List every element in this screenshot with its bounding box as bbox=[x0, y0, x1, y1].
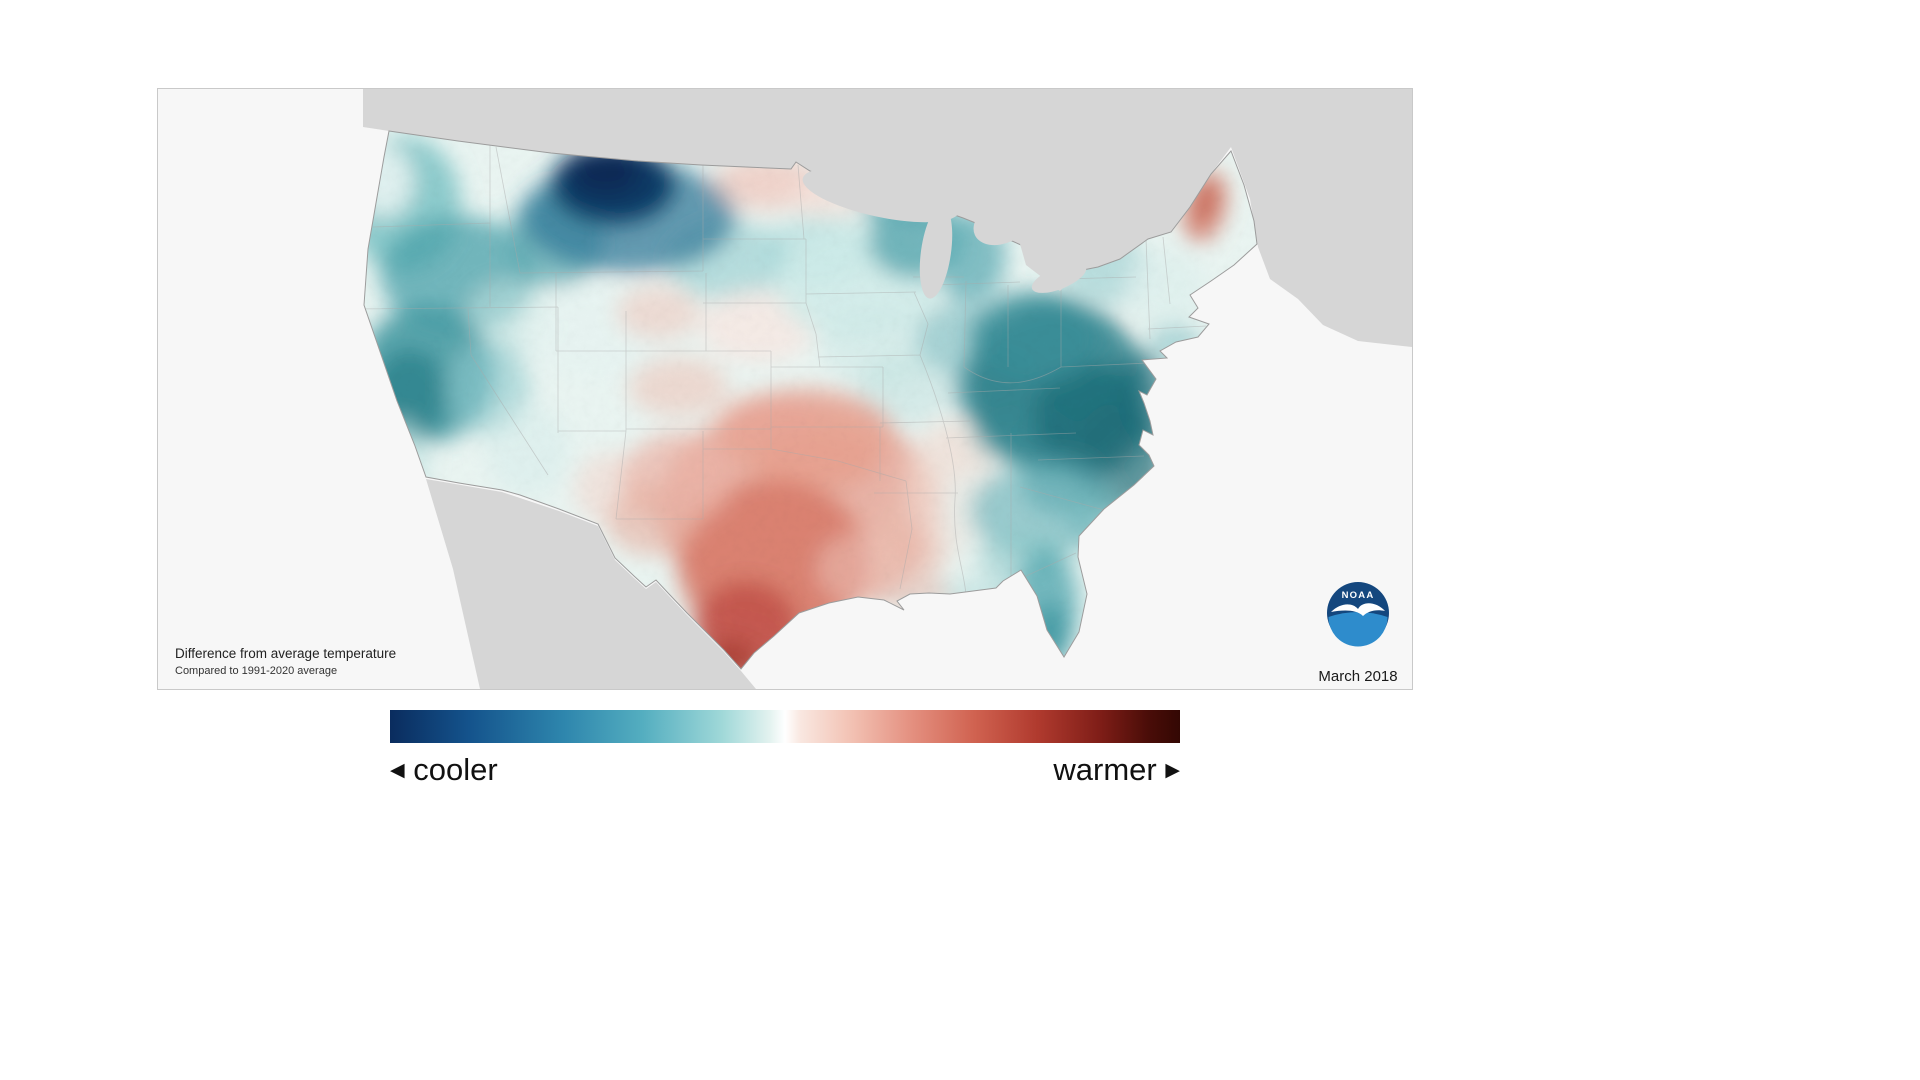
noaa-logo-text: NOAA bbox=[1342, 590, 1375, 601]
lake-superior bbox=[802, 167, 960, 223]
map-panel: NOAA Difference from average temperature… bbox=[157, 88, 1413, 690]
warmer-label-text: warmer bbox=[1053, 752, 1157, 787]
legend: ◀ cooler warmer ▶ bbox=[390, 710, 1180, 788]
lake-huron bbox=[973, 198, 1033, 246]
cooler-label: ◀ cooler bbox=[390, 752, 498, 788]
map-caption: Difference from average temperature Comp… bbox=[175, 646, 396, 679]
us-temperature-anomaly-map: NOAA bbox=[158, 89, 1412, 689]
right-arrow-icon: ▶ bbox=[1165, 760, 1180, 781]
caption-title: Difference from average temperature bbox=[175, 646, 397, 662]
noaa-logo-wave bbox=[1328, 612, 1388, 647]
cooler-label-text: cooler bbox=[413, 752, 498, 787]
lake-ontario bbox=[1082, 241, 1132, 263]
ontario-peninsula bbox=[1018, 237, 1096, 291]
warmer-label: warmer ▶ bbox=[1053, 752, 1180, 788]
lake-michigan bbox=[919, 205, 953, 299]
caption-subtitle: Compared to 1991-2020 average bbox=[175, 665, 338, 678]
noaa-logo: NOAA bbox=[1327, 582, 1389, 647]
mexico-landmass bbox=[426, 479, 756, 689]
canada-landmass bbox=[363, 89, 1412, 347]
legend-labels: ◀ cooler warmer ▶ bbox=[390, 752, 1180, 788]
colorbar bbox=[390, 710, 1180, 743]
date-label: March 2018 bbox=[1318, 668, 1398, 685]
state-borders bbox=[364, 145, 1207, 596]
great-lakes bbox=[802, 167, 1132, 299]
left-arrow-icon: ◀ bbox=[390, 760, 405, 781]
noaa-logo-gull bbox=[1331, 603, 1385, 616]
